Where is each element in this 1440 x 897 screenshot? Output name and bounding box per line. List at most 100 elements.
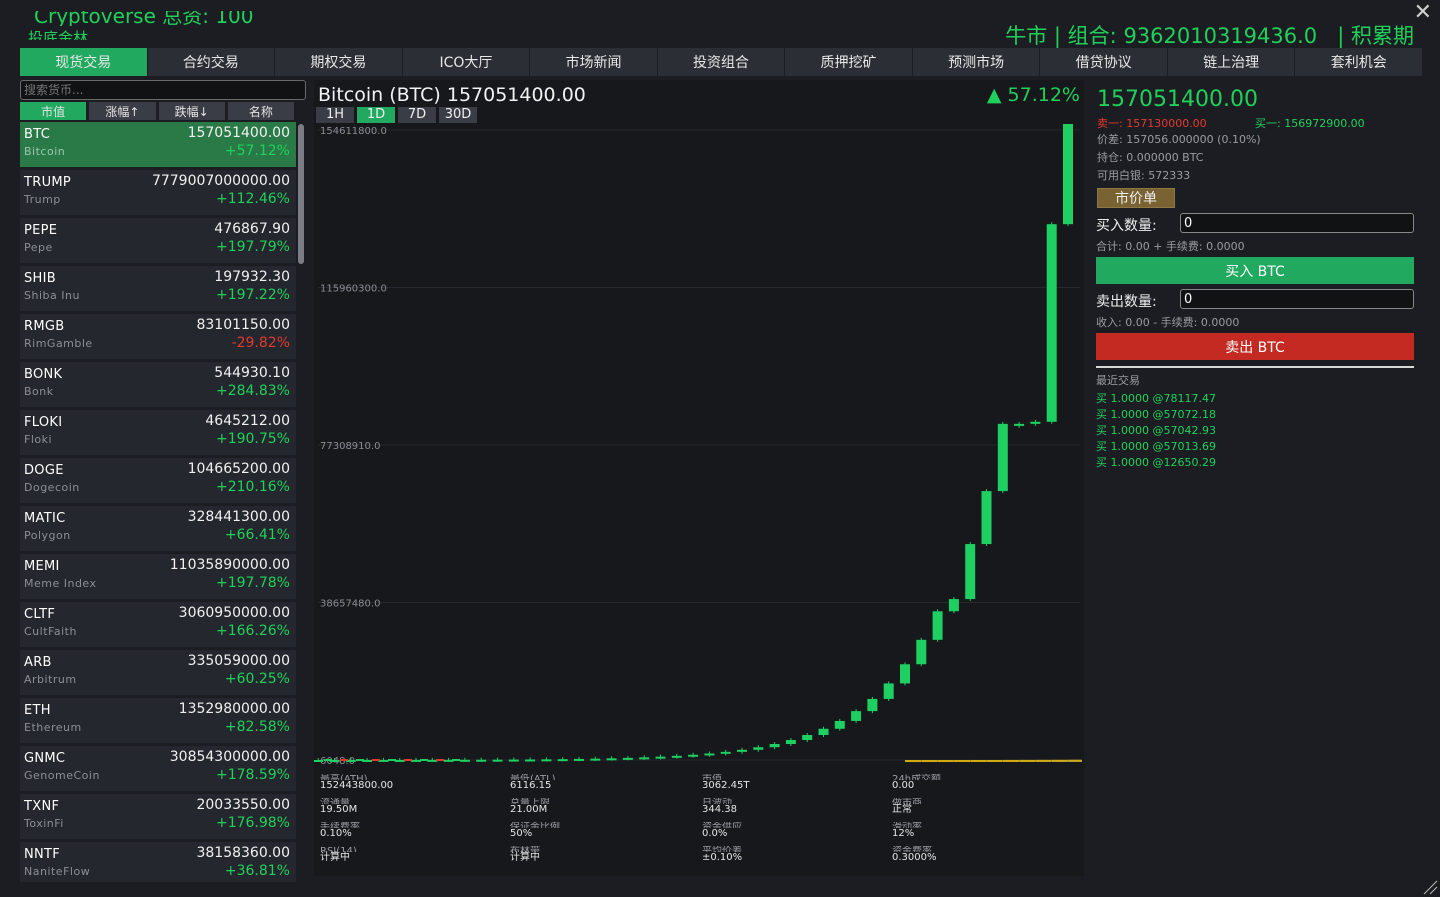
coin-symbol: ETH [24,703,51,718]
sort-button[interactable]: 跌幅↓ [158,102,225,120]
baseline-marker [372,759,380,761]
coin-row[interactable]: RMGB RimGamble 83101150.00 -29.82% [20,314,296,359]
timeframe-selector: 1H 1D 7D 30D [316,107,477,123]
baseline-marker [340,759,348,761]
coin-row[interactable]: TRUMP Trump 7779007000000.00 +112.46% [20,170,296,215]
coin-symbol: BONK [24,367,63,382]
tab-8[interactable]: 借贷协议 [1040,48,1167,76]
coin-row[interactable]: ARB Arbitrum 335059000.00 +60.25% [20,650,296,695]
sort-button[interactable]: 市值 [20,102,87,120]
stat-item: 总量上限 21.00M [510,798,550,815]
buy-qty-label: 买入数量: [1096,218,1157,234]
yellow-candle [1051,759,1068,762]
coin-row[interactable]: TXNF ToxinFi 20033550.00 +176.98% [20,794,296,839]
main-nav: 现货交易 合约交易 期权交易 ICO大厅 市场新闻 投资组合 质押挖矿 预测市场 借贷协议 链上治… [20,48,1423,76]
stat-value: 12% [892,828,915,839]
stat-value: 21.00M [510,804,548,815]
stat-item: 做市商 正常 [892,798,922,815]
coin-change: +57.12% [224,143,290,159]
coin-price: 38158360.00 [196,845,290,861]
resize-handle-icon[interactable] [1422,879,1438,895]
yellow-candle [1035,759,1052,762]
green-candle [639,757,650,760]
buy-button[interactable]: 买入 BTC [1096,257,1414,284]
yellow-candle [921,760,938,763]
green-candle [574,758,584,761]
trade-item: 买 1.0000 @57013.69 [1096,440,1216,453]
coin-price: 335059000.00 [187,653,290,669]
green-candle [671,755,682,758]
tab-7[interactable]: 预测市场 [912,48,1040,76]
green-candle [508,759,519,762]
stat-item: 流通量 19.50M [320,798,357,815]
stat-item: 保证金比例 50% [510,822,560,839]
stat-value: 0.3000% [892,852,937,863]
coin-name: Floki [24,433,53,446]
green-candle [704,753,715,756]
stat-item: 最低(ATL) 6116.15 [510,774,556,791]
close-icon[interactable]: ✕ [1413,0,1432,25]
green-candle [769,744,780,748]
tab-10[interactable]: 套利机会 [1295,48,1423,76]
search-input[interactable] [20,80,306,100]
timeframe-30D[interactable]: 30D [439,107,477,123]
stat-label: 市值 [702,774,722,780]
coin-row[interactable]: CLTF CultFaith 3060950000.00 +166.26% [20,602,296,647]
coin-row[interactable]: MATIC Polygon 328441300.00 +66.41% [20,506,296,551]
coin-row[interactable]: GNMC GenomeCoin 30854300000.00 +178.59% [20,746,296,791]
stat-item: 市值 3062.45T [702,774,749,791]
tab-6[interactable]: 质押挖矿 [785,48,912,76]
coin-name: Pepe [24,241,53,254]
stat-item: 资金供应 0.0% [702,822,742,839]
coin-row[interactable]: BONK Bonk 544930.10 +284.83% [20,362,296,407]
coin-name: Meme Index [24,577,97,590]
coin-symbol: GNMC [24,751,66,766]
green-candle [492,759,503,762]
market-order-button[interactable]: 市价单 [1097,188,1175,208]
timeframe-1D[interactable]: 1D [357,107,395,123]
coin-row[interactable]: SHIB Shiba Inu 197932.30 +197.22% [20,266,296,311]
y-tick-label: 154611800.0 [320,126,387,137]
coin-row[interactable]: NNTF NaniteFlow 38158360.00 +36.81% [20,842,296,882]
stat-value: 19.50M [320,804,358,815]
stat-label: 保证金比例 [510,822,560,828]
green-candle [753,747,764,750]
timeframe-1H[interactable]: 1H [316,107,354,123]
sell-button[interactable]: 卖出 BTC [1096,333,1414,360]
coin-symbol: NNTF [24,847,61,862]
sort-button[interactable]: 涨幅↑ [89,102,156,120]
coin-row[interactable]: ETH Ethereum 1352980000.00 +82.58% [20,698,296,743]
coin-row[interactable]: BTC Bitcoin 157051400.00 +57.12% [20,122,296,167]
tab-0[interactable]: 现货交易 [20,48,147,76]
tab-9[interactable]: 链上治理 [1167,48,1295,76]
coin-symbol: MATIC [24,511,66,526]
chart-change: ▲ 57.12% [986,84,1080,106]
tab-1[interactable]: 合约交易 [147,48,275,76]
coin-list-scrollbar[interactable] [298,124,304,264]
chart-title: Bitcoin (BTC) 157051400.00 [318,84,586,106]
sell-qty-input[interactable] [1180,289,1414,309]
tab-5[interactable]: 投资组合 [657,48,785,76]
sell-qty-label: 卖出数量: [1096,294,1157,310]
baseline-marker [388,759,396,761]
coin-price: 30854300000.00 [169,749,290,765]
green-candle [720,751,731,754]
stat-label: 日波动 [702,798,732,804]
coin-row[interactable]: MEMI Meme Index 11035890000.00 +197.78% [20,554,296,599]
buy-qty-input[interactable] [1180,213,1414,233]
coin-change: +190.75% [215,431,290,447]
tab-4[interactable]: 市场新闻 [530,48,657,76]
coin-row[interactable]: FLOKI Floki 4645212.00 +190.75% [20,410,296,455]
green-candle [622,757,633,760]
coin-row[interactable]: PEPE Pepe 476867.90 +197.79% [20,218,296,263]
coin-price: 1352980000.00 [178,701,290,717]
tab-3[interactable]: ICO大厅 [402,48,530,76]
coin-symbol: DOGE [24,463,64,478]
yellow-candle [1002,759,1019,762]
stat-label: RSI(14) [320,846,357,852]
coin-row[interactable]: DOGE Dogecoin 104665200.00 +210.16% [20,458,296,503]
timeframe-7D[interactable]: 7D [398,107,436,123]
tab-2[interactable]: 期权交易 [275,48,402,76]
sort-button[interactable]: 名称 [227,102,294,120]
stat-value: 3062.45T [702,780,750,791]
